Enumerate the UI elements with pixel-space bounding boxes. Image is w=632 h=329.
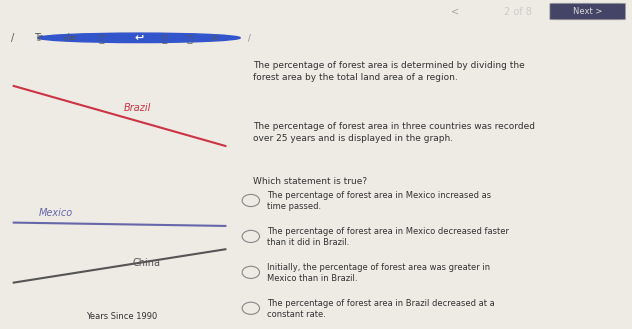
Text: 2 of 8: 2 of 8 [504, 7, 532, 16]
Circle shape [38, 33, 240, 42]
Text: Initially, the percentage of forest area was greater in
Mexico than in Brazil.: Initially, the percentage of forest area… [267, 263, 490, 283]
Text: Next >: Next > [573, 7, 602, 16]
Text: The percentage of forest area in Mexico increased as
time passed.: The percentage of forest area in Mexico … [267, 191, 491, 211]
FancyBboxPatch shape [550, 3, 626, 20]
Text: Brazil: Brazil [124, 103, 151, 113]
Text: The percentage of forest area in three countries was recorded
over 25 years and : The percentage of forest area in three c… [253, 122, 535, 142]
Text: ×: × [211, 33, 219, 43]
Text: ⌒: ⌒ [161, 33, 167, 43]
X-axis label: Years Since 1990: Years Since 1990 [86, 312, 157, 321]
Text: /: / [11, 33, 15, 43]
Text: 🖊: 🖊 [98, 33, 104, 43]
Text: √≡: √≡ [63, 33, 76, 43]
Text: The percentage of forest area in Brazil decreased at a
constant rate.: The percentage of forest area in Brazil … [267, 299, 494, 319]
Text: /: / [248, 33, 251, 42]
Text: ↩: ↩ [135, 33, 143, 43]
Text: <: < [451, 7, 459, 16]
Text: Mexico: Mexico [39, 208, 73, 217]
Text: ⌣: ⌣ [186, 33, 193, 43]
Text: The percentage of forest area in Mexico decreased faster
than it did in Brazil.: The percentage of forest area in Mexico … [267, 227, 509, 247]
Text: China: China [132, 258, 161, 267]
Text: The percentage of forest area is determined by dividing the
forest area by the t: The percentage of forest area is determi… [253, 61, 525, 82]
Text: ↩: ↩ [135, 33, 143, 43]
Text: Tr: Tr [33, 33, 42, 43]
Text: Which statement is true?: Which statement is true? [253, 177, 367, 186]
